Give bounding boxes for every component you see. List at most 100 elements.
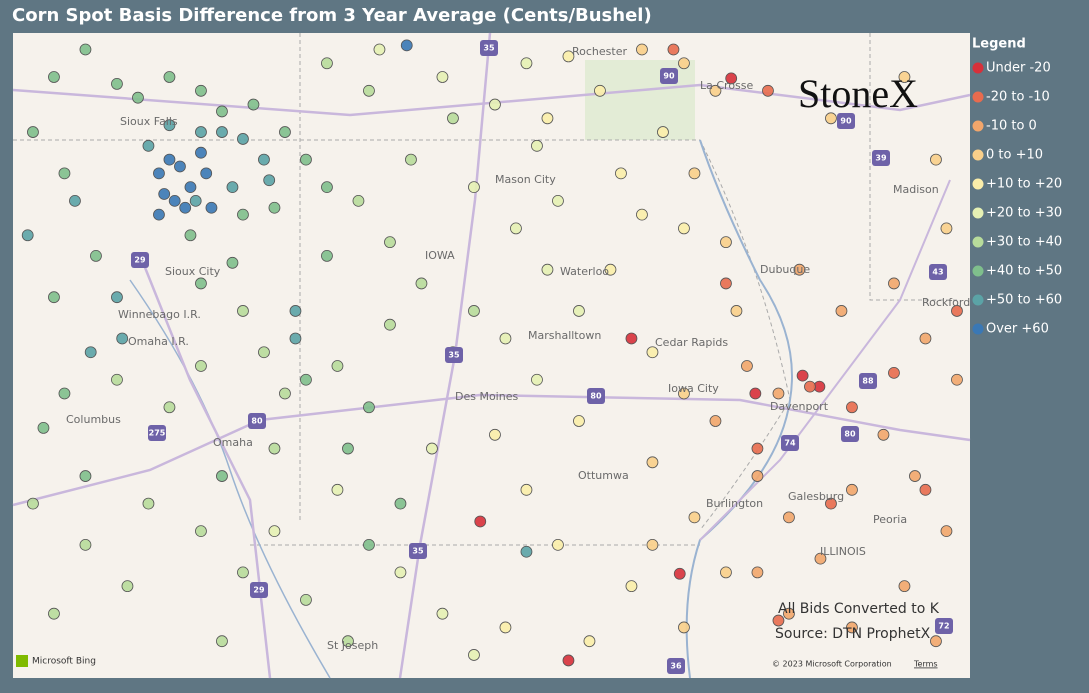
- bid-point: [573, 305, 585, 317]
- bid-point: [237, 566, 249, 579]
- bid-point: [725, 72, 738, 85]
- place-label: IOWA: [425, 249, 455, 262]
- bid-point: [678, 222, 690, 235]
- bid-point: [37, 422, 50, 434]
- place-label: Ottumwa: [578, 469, 629, 482]
- highway-number: 35: [483, 44, 495, 53]
- place-label: Peoria: [873, 513, 907, 526]
- bid-point: [636, 43, 648, 56]
- bid-point: [363, 538, 375, 551]
- bid-point: [27, 126, 39, 138]
- bid-point: [111, 373, 123, 386]
- bid-point: [237, 208, 249, 221]
- bid-point: [583, 635, 596, 648]
- legend-label: +30 to +40: [986, 235, 1062, 250]
- bid-point: [499, 621, 512, 634]
- bid-point: [352, 194, 365, 207]
- legend-swatch: [972, 62, 984, 74]
- bid-point: [772, 387, 785, 400]
- bid-point: [951, 373, 963, 386]
- bid-point: [804, 380, 816, 393]
- bid-point: [673, 567, 686, 580]
- legend-label: Over +60: [986, 322, 1049, 337]
- bid-point: [796, 369, 809, 382]
- highway-number: 90: [663, 72, 675, 81]
- bid-point: [142, 497, 155, 510]
- highway-number: 29: [253, 586, 265, 595]
- bid-point: [772, 614, 785, 627]
- bid-point: [709, 415, 722, 427]
- bid-point: [520, 483, 533, 496]
- bid-point: [321, 250, 333, 262]
- legend-swatch: [972, 91, 984, 103]
- bid-point: [835, 305, 848, 317]
- legend-label: +40 to +50: [986, 264, 1062, 279]
- bid-point: [153, 208, 165, 221]
- place-label: Sioux Falls: [120, 115, 178, 128]
- bid-point: [394, 566, 407, 579]
- bid-point: [552, 538, 564, 551]
- bid-point: [657, 126, 669, 138]
- highway-number: 74: [784, 439, 796, 448]
- highway-number: 35: [448, 351, 460, 360]
- bid-point: [195, 525, 207, 538]
- note: Source: DTN ProphetX: [775, 626, 931, 642]
- bid-point: [783, 607, 795, 620]
- map-background: [13, 33, 970, 678]
- bid-point: [541, 263, 554, 276]
- highway-shield: [841, 426, 859, 442]
- bid-point: [384, 236, 396, 249]
- bid-point: [909, 470, 921, 482]
- highway-shield: [859, 373, 877, 389]
- bid-point: [384, 318, 396, 331]
- highway-number: 80: [251, 417, 263, 426]
- bid-point: [562, 50, 575, 63]
- legend-label: -10 to 0: [986, 119, 1037, 134]
- bid-point: [436, 607, 449, 620]
- bid-point: [373, 43, 386, 56]
- bid-point: [58, 387, 71, 400]
- bid-point: [90, 250, 102, 262]
- highway-number: 72: [938, 622, 949, 631]
- bid-point: [678, 621, 690, 634]
- terms-link[interactable]: Terms: [913, 660, 938, 669]
- bid-point: [877, 428, 890, 441]
- highway-shield: [781, 435, 799, 451]
- bid-point: [331, 483, 344, 496]
- bid-point: [342, 442, 354, 455]
- bid-point: [751, 566, 764, 579]
- bid-point: [846, 483, 858, 496]
- place-label: Sioux City: [165, 265, 221, 278]
- bid-point: [342, 635, 354, 648]
- bid-point: [48, 71, 60, 83]
- highway-shield: [480, 40, 498, 56]
- place-label: Dubuque: [760, 263, 810, 276]
- legend-swatch: [972, 294, 984, 306]
- bid-point: [189, 194, 202, 207]
- highway-shield: [409, 543, 427, 559]
- bid-point: [930, 153, 942, 166]
- highway-number: 43: [932, 268, 943, 277]
- highway-number: 80: [590, 392, 602, 401]
- bid-point: [163, 153, 176, 166]
- bid-point: [898, 71, 911, 83]
- bid-point: [940, 222, 953, 235]
- highway-shield: [148, 425, 166, 441]
- bid-point: [730, 305, 743, 317]
- bid-point: [111, 291, 123, 304]
- place-label: Marshalltown: [528, 329, 601, 342]
- bid-point: [468, 649, 480, 661]
- bid-point: [195, 126, 207, 138]
- highway-shield: [250, 582, 268, 598]
- bid-point: [489, 428, 501, 441]
- bid-point: [153, 167, 165, 180]
- bid-point: [195, 84, 207, 97]
- place-label: Waterloo: [560, 265, 609, 278]
- attribution: Microsoft Bing: [32, 657, 96, 667]
- place-label: Galesburg: [788, 490, 844, 503]
- bid-point: [237, 133, 249, 145]
- bid-point: [216, 635, 228, 648]
- bid-point: [468, 305, 480, 317]
- place-label: Cedar Rapids: [655, 336, 728, 349]
- highway-shield: [929, 264, 947, 280]
